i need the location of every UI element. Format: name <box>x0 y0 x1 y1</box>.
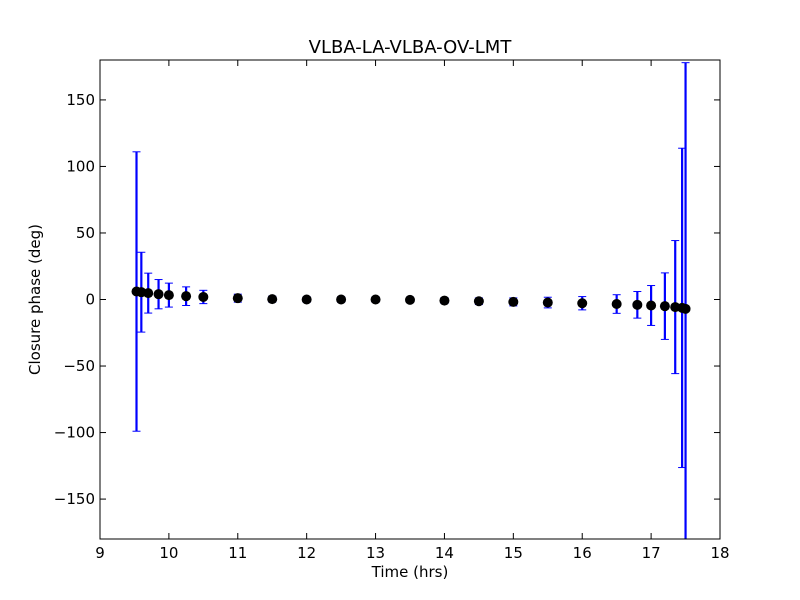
data-point <box>143 288 154 299</box>
y-tick-label: 100 <box>66 157 95 175</box>
x-tick-label: 11 <box>228 544 247 562</box>
y-axis: −150 −100 −50 0 50 100 150 <box>54 91 720 508</box>
data-point <box>659 301 670 312</box>
data-point <box>542 297 553 308</box>
data-point <box>632 299 643 310</box>
data-point <box>301 294 312 305</box>
data-point <box>577 298 588 309</box>
x-axis-title: Time (hrs) <box>371 563 449 581</box>
y-tick-label: 150 <box>66 91 95 109</box>
data-point <box>508 296 519 307</box>
x-tick-label: 18 <box>710 544 729 562</box>
plot-frame <box>99 59 721 540</box>
data-point <box>232 293 243 304</box>
data-point <box>611 299 622 310</box>
data-point <box>473 296 484 307</box>
data-point <box>405 294 415 305</box>
x-tick-label: 16 <box>573 544 592 562</box>
x-tick-label: 15 <box>504 544 523 562</box>
x-tick-label: 13 <box>366 544 385 562</box>
y-axis-title: Closure phase (deg) <box>26 224 44 375</box>
data-point <box>181 291 192 302</box>
data-point <box>439 295 450 306</box>
y-tick-label: 0 <box>85 291 95 309</box>
x-tick-label: 12 <box>297 544 316 562</box>
y-tick-label: −50 <box>63 357 95 375</box>
data-point <box>646 300 657 311</box>
x-tick-label: 9 <box>95 544 105 562</box>
data-point <box>198 291 209 302</box>
plot-area <box>131 62 691 539</box>
x-tick-label: 17 <box>642 544 661 562</box>
chart-title: VLBA-LA-VLBA-OV-LMT <box>309 37 513 58</box>
x-tick-label: 10 <box>159 544 178 562</box>
data-point <box>336 294 347 305</box>
y-tick-label: −150 <box>54 490 95 508</box>
data-point <box>267 294 278 305</box>
x-tick-label: 14 <box>435 544 454 562</box>
data-point <box>153 289 164 300</box>
data-point <box>680 303 691 314</box>
data-point <box>370 294 381 305</box>
y-tick-label: −100 <box>54 424 95 442</box>
y-tick-label: 50 <box>76 224 95 242</box>
data-point <box>163 290 174 301</box>
